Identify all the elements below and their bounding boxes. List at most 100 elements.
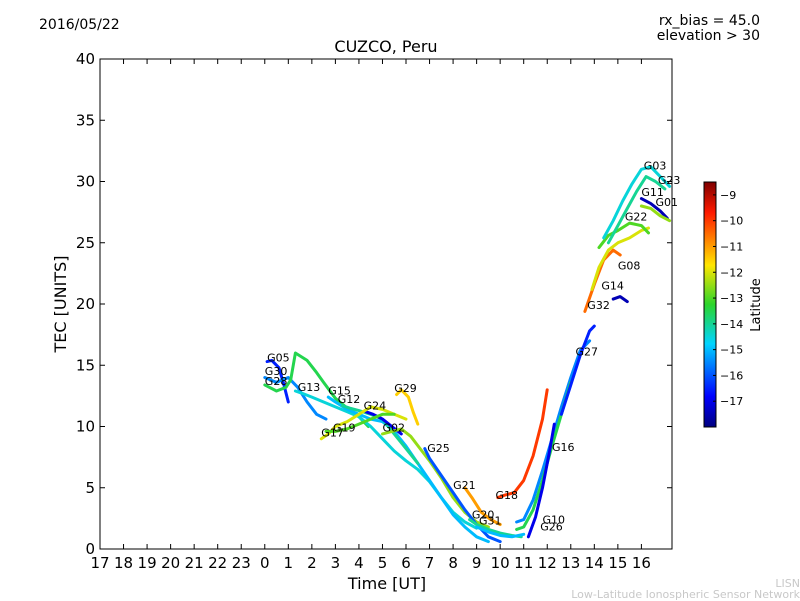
series-g01 [639, 204, 672, 223]
label-g17: G17 [321, 426, 344, 439]
series-g23 [606, 175, 667, 245]
x-axis-label: Time [UT] [347, 574, 426, 593]
series-g05 [265, 358, 290, 404]
series-g21 [463, 486, 502, 526]
y-tick-label: 25 [76, 234, 95, 252]
y-tick-label: 5 [85, 479, 95, 497]
series-g27 [559, 324, 596, 416]
x-tick-label: 17 [90, 554, 109, 572]
colorbar-label: Latitude [749, 278, 764, 332]
x-tick-label: 20 [161, 554, 180, 572]
label-g25: G25 [427, 442, 450, 455]
x-tick-label: 2 [307, 554, 317, 572]
series-g15 [326, 395, 490, 544]
x-axis: 17 18 19 20 21 22 23 0 1 2 3 4 5 6 7 8 9 10 11 12 13 14 15 16 [90, 59, 651, 572]
x-tick-label: 22 [208, 554, 227, 572]
label-g03: G03 [644, 159, 667, 172]
label-g20: G20 [472, 508, 495, 521]
x-tick-label: 18 [114, 554, 133, 572]
colorbar-tick-label: −15 [720, 344, 743, 357]
x-tick-label: 6 [401, 554, 411, 572]
label-g27: G27 [576, 345, 599, 358]
colorbar-tick-label: −13 [720, 292, 743, 305]
label-g14: G14 [601, 279, 624, 292]
label-g11: G11 [641, 186, 664, 199]
x-tick-label: 21 [185, 554, 204, 572]
y-tick-label: 0 [85, 540, 95, 558]
elevation-label: elevation > 30 [656, 28, 760, 44]
x-tick-label: 1 [284, 554, 294, 572]
series-g11 [639, 197, 669, 220]
series-layer [263, 165, 672, 544]
series-g16 [526, 422, 556, 539]
label-g13: G13 [298, 381, 321, 394]
label-g30: G30 [265, 365, 288, 378]
x-tick-label: 4 [354, 554, 364, 572]
series-g18 [496, 388, 549, 500]
series-g22 [597, 221, 650, 250]
label-g32: G32 [587, 299, 610, 312]
label-g28: G28 [265, 375, 288, 388]
rx-bias-label: rx_bias = 45.0 [658, 13, 760, 29]
y-tick-label: 15 [76, 356, 95, 374]
colorbar-tick-label: −14 [720, 318, 743, 331]
x-tick-label: 10 [491, 554, 510, 572]
x-tick-label: 15 [608, 554, 627, 572]
colorbar-tick-label: −10 [720, 215, 743, 228]
label-g21: G21 [453, 479, 476, 492]
credit-short: LISN [775, 577, 800, 590]
x-tick-label: 3 [331, 554, 341, 572]
colorbar-tick-label: −12 [720, 266, 743, 279]
x-tick-label: 7 [425, 554, 435, 572]
x-tick-label: 9 [472, 554, 482, 572]
x-tick-label: 8 [448, 554, 458, 572]
colorbar-ticks: −9 −10 −11 −12 −13 −14 −15 −16 −17 [713, 189, 743, 408]
label-g12: G12 [338, 393, 361, 406]
y-tick-label: 30 [76, 173, 95, 191]
label-g15: G15 [328, 385, 351, 398]
label-g22: G22 [625, 211, 648, 224]
series-g03 [602, 165, 672, 240]
x-tick-label: 19 [138, 554, 157, 572]
label-g26: G26 [540, 521, 563, 534]
label-g24: G24 [364, 399, 387, 412]
y-tick-label: 20 [76, 295, 95, 313]
credit-long: Low-Latitude Ionospheric Sensor Network [571, 588, 800, 601]
colorbar-tick-label: −17 [720, 395, 743, 408]
label-g23: G23 [658, 174, 681, 187]
y-tick-label: 10 [76, 418, 95, 436]
colorbar [703, 181, 717, 428]
chart-title: CUZCO, Peru [334, 37, 438, 56]
label-g10: G10 [543, 513, 566, 526]
y-tick-label: 35 [76, 111, 95, 129]
series-g29 [395, 388, 420, 426]
series-g25 [423, 447, 502, 544]
label-g05: G05 [267, 352, 290, 365]
label-g18: G18 [496, 489, 519, 502]
x-tick-label: 11 [514, 554, 533, 572]
colorbar-tick-label: −9 [720, 189, 736, 202]
label-g08: G08 [618, 260, 641, 273]
label-g01: G01 [656, 196, 679, 209]
x-tick-label: 13 [561, 554, 580, 572]
colorbar-tick-label: −11 [720, 240, 743, 253]
series-g24 [364, 410, 403, 436]
series-g31 [475, 525, 526, 539]
label-g31: G31 [479, 515, 502, 528]
y-axis-label: TEC [UNITS] [51, 256, 70, 354]
series-g14 [590, 226, 650, 291]
x-tick-label: 14 [585, 554, 604, 572]
colorbar-tick-label: −16 [720, 369, 743, 382]
series-g08 [611, 295, 629, 304]
label-g29: G29 [394, 382, 417, 395]
x-tick-label: 0 [260, 554, 270, 572]
series-g19 [324, 412, 396, 433]
x-tick-label: 23 [232, 554, 251, 572]
date-label: 2016/05/22 [39, 17, 120, 33]
label-g19: G19 [333, 421, 356, 434]
series-g30 [263, 376, 328, 421]
x-tick-label: 5 [378, 554, 388, 572]
y-tick-label: 40 [76, 50, 95, 68]
